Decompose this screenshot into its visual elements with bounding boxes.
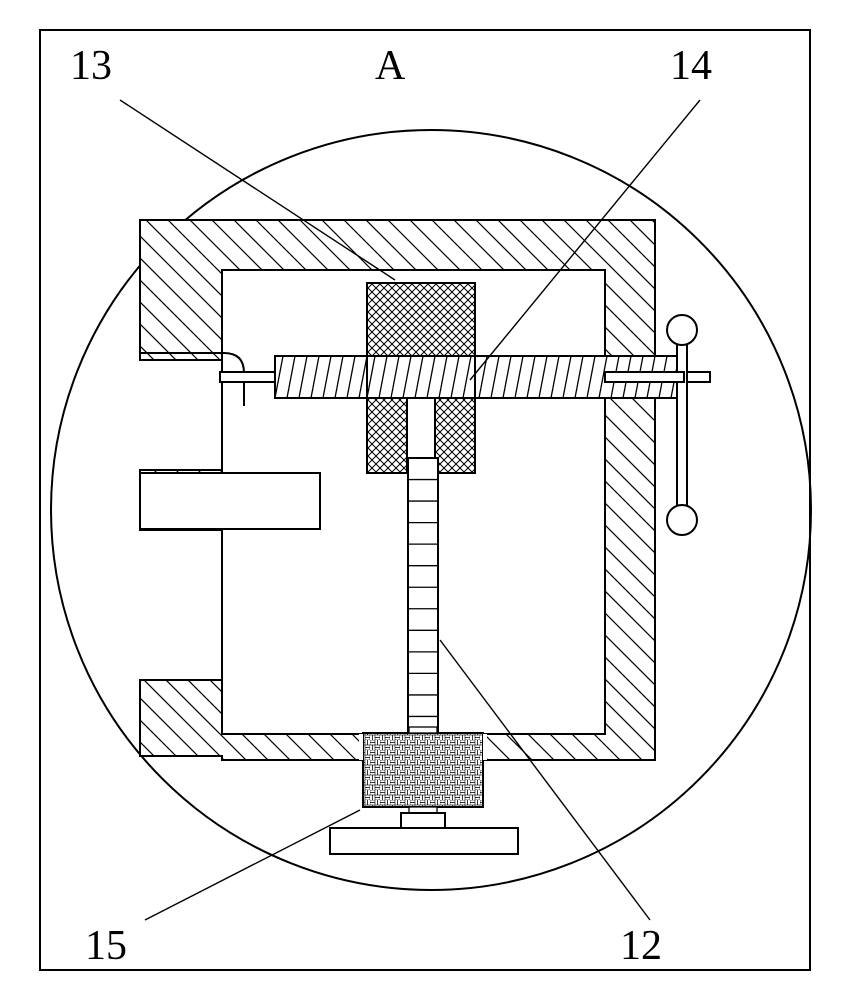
label-14: 14	[670, 42, 712, 90]
label-13: 13	[70, 42, 112, 90]
label-12: 12	[620, 922, 662, 970]
mechanical-diagram	[0, 0, 850, 1000]
left-arm	[140, 473, 320, 529]
label-a: A	[375, 42, 405, 90]
gearbox	[359, 727, 487, 813]
base-plate	[330, 813, 518, 854]
label-15: 15	[85, 922, 127, 970]
rack-column	[408, 458, 438, 738]
